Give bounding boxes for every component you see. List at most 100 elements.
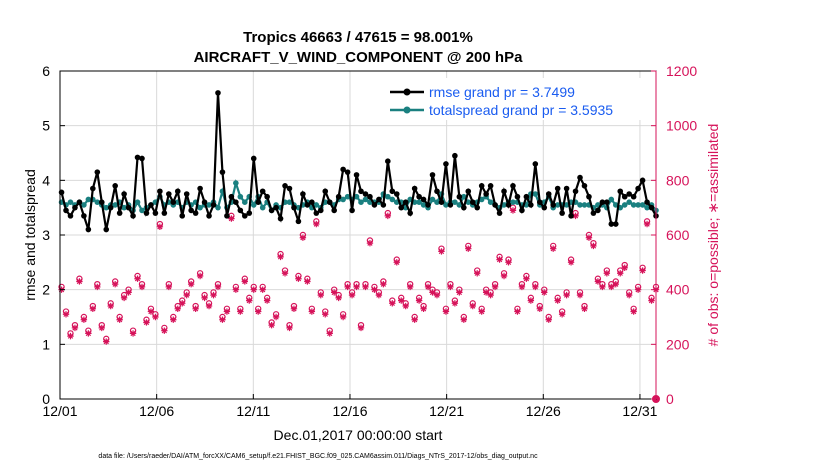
legend-rmse-marker: [403, 88, 411, 96]
obs-assimilated-point: [313, 220, 320, 228]
obs-assimilated-point: [451, 300, 459, 307]
obs-assimilated-point: [71, 324, 79, 332]
obs-assimilated-point: [550, 245, 557, 252]
rmse-point: [233, 199, 239, 205]
rmse-point: [367, 193, 373, 200]
obs-assimilated-point: [80, 316, 88, 323]
legend-box: [382, 78, 652, 120]
y-tick-label-right: 400: [666, 282, 690, 298]
totalspread-point: [456, 202, 463, 208]
rmse-point: [134, 154, 141, 161]
rmse-point: [371, 202, 378, 208]
obs-assimilated-point: [250, 286, 257, 293]
rmse-point: [456, 193, 463, 200]
totalspread-point: [465, 199, 472, 205]
totalspread-point: [206, 202, 212, 208]
rmse-point: [103, 226, 110, 233]
rmse-point: [398, 204, 405, 211]
obs-assimilated-point: [429, 289, 436, 296]
rmse-point: [188, 207, 194, 214]
totalspread-point: [420, 202, 427, 208]
obs-assimilated-point: [630, 308, 637, 315]
obs-assimilated-point: [527, 297, 535, 304]
totalspread-point: [621, 202, 628, 208]
obs-assimilated-point: [326, 330, 333, 337]
rmse-point: [326, 199, 333, 205]
rmse-point: [599, 199, 606, 205]
obs-assimilated-point: [643, 220, 651, 228]
totalspread-point: [344, 193, 351, 200]
obs-assimilated-point: [563, 291, 570, 299]
rmse-point: [447, 202, 454, 208]
obs-assimilated-point: [263, 297, 271, 304]
obs-assimilated-point: [152, 313, 159, 321]
obs-assimilated-point: [94, 283, 101, 291]
obs-assimilated-point: [219, 316, 226, 323]
obs-assimilated-point: [362, 283, 369, 291]
obs-assimilated-point: [286, 324, 293, 332]
rmse-point: [116, 210, 123, 216]
y-axis-label-right: # of obs: o=possible; ∗=assimilated: [705, 124, 721, 347]
y-tick-label-right: 800: [666, 172, 690, 188]
obs-assimilated-point: [532, 283, 539, 291]
totalspread-point: [452, 199, 458, 205]
obs-assimilated-point: [85, 330, 92, 337]
totalspread-point: [630, 202, 637, 208]
totalspread-point: [139, 207, 145, 214]
obs-assimilated-point: [384, 212, 392, 220]
rmse-point: [487, 183, 494, 189]
totalspread-point: [241, 199, 248, 205]
rmse-point: [612, 221, 619, 227]
x-tick-label: 12/06: [139, 403, 174, 419]
obs-assimilated-point: [156, 223, 164, 230]
rmse-point: [407, 210, 413, 216]
rmse-point: [309, 199, 315, 205]
obs-assimilated-point: [228, 215, 235, 222]
obs-assimilated-point: [621, 264, 628, 271]
rmse-point: [568, 213, 574, 219]
y-tick-label-right: 200: [666, 336, 690, 352]
rmse-point: [268, 207, 275, 214]
obs-assimilated-point: [474, 270, 481, 277]
obs-assimilated-point: [214, 283, 222, 291]
rmse-point: [157, 188, 163, 195]
totalspread-point: [358, 199, 364, 205]
obs-assimilated-point: [447, 283, 454, 291]
totalspread-point: [362, 196, 369, 203]
totalspread-point: [577, 202, 583, 208]
obs-assimilated-point: [420, 305, 427, 312]
rmse-point: [465, 188, 472, 195]
rmse-point: [483, 191, 489, 197]
rmse-point: [380, 202, 387, 208]
obs-assimilated-point: [353, 283, 360, 291]
rmse-point: [425, 202, 431, 208]
obs-assimilated-point: [576, 291, 584, 299]
obs-assimilated-point: [196, 272, 204, 280]
obs-assimilated-point: [523, 275, 530, 282]
rmse-point: [264, 193, 270, 200]
obs-assimilated-point: [348, 291, 356, 299]
obs-assimilated-point: [482, 289, 490, 296]
rmse-point: [331, 207, 337, 214]
totalspread-point: [121, 204, 127, 211]
rmse-point: [496, 210, 503, 216]
obs-assimilated-point: [277, 253, 284, 261]
obs-assimilated-point: [518, 283, 526, 291]
obs-assimilated-point: [129, 330, 137, 337]
rmse-point: [344, 169, 351, 175]
rmse-point: [545, 191, 552, 197]
obs-assimilated-point: [241, 278, 248, 285]
rmse-point: [112, 183, 118, 189]
rmse-point: [259, 188, 266, 195]
obs-assimilated-point: [98, 324, 105, 332]
rmse-point: [174, 188, 181, 195]
obs-assimilated-point: [344, 283, 351, 291]
totalspread-point: [487, 199, 494, 205]
obs-assimilated-point: [389, 300, 396, 307]
y-tick-label-left: 0: [42, 391, 50, 407]
x-tick-label: 12/11: [236, 403, 270, 419]
rmse-point: [228, 193, 235, 200]
y-tick-label-left: 6: [42, 63, 50, 79]
obs-assimilated-point: [380, 281, 387, 288]
